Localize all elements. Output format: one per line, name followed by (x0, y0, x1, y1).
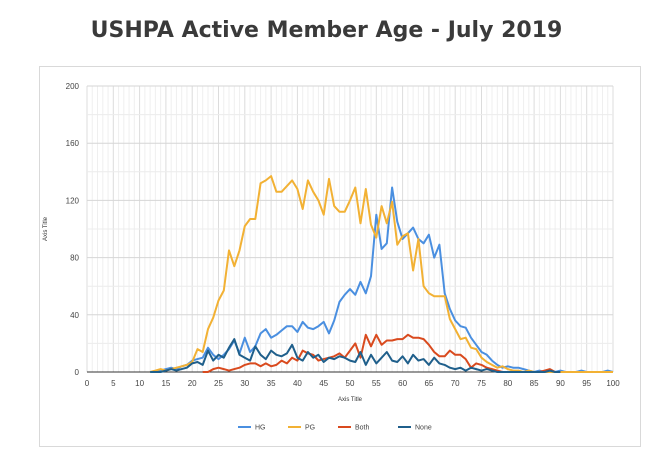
gridlines (86, 85, 614, 373)
x-tick-label: 40 (293, 379, 302, 388)
legend-label: HG (255, 425, 266, 432)
legend-label: PG (305, 425, 315, 432)
y-tick-label: 80 (70, 254, 79, 263)
series-line-none (150, 338, 561, 373)
legend-item-hg[interactable]: HG (238, 425, 266, 432)
x-tick-label: 25 (214, 379, 223, 388)
axes: 0 40 80 120 160 200 0 5 10 15 20 25 30 35 40 45 50 55 60 65… (66, 82, 621, 388)
legend-label: None (415, 425, 432, 432)
chart-container: 0 40 80 120 160 200 0 5 10 15 20 25 30 35 40 45 50 55 60 65… (39, 66, 641, 447)
y-tick-label: 200 (66, 82, 80, 91)
x-tick-label: 60 (398, 379, 407, 388)
legend-item-both[interactable]: Both (338, 425, 370, 432)
x-tick-label: 10 (135, 379, 144, 388)
x-tick-label: 0 (85, 379, 90, 388)
x-tick-label: 65 (424, 379, 433, 388)
y-tick-label: 40 (70, 311, 79, 320)
legend-item-pg[interactable]: PG (288, 425, 315, 432)
x-tick-label: 95 (582, 379, 591, 388)
x-tick-label: 35 (267, 379, 276, 388)
x-axis-title: Axis Title (338, 397, 363, 403)
y-tick-label: 120 (66, 196, 80, 205)
x-tick-label: 100 (606, 379, 620, 388)
legend-item-none[interactable]: None (398, 425, 432, 432)
x-tick-label: 45 (319, 379, 328, 388)
page-title: USHPA Active Member Age - July 2019 (90, 18, 563, 43)
x-tick-label: 80 (503, 379, 512, 388)
x-tick-label: 55 (372, 379, 381, 388)
x-tick-label: 5 (111, 379, 116, 388)
x-tick-label: 15 (161, 379, 170, 388)
legend-label: Both (355, 425, 370, 432)
x-tick-label: 30 (240, 379, 249, 388)
x-tick-label: 75 (477, 379, 486, 388)
x-tick-label: 90 (556, 379, 565, 388)
x-tick-label: 85 (530, 379, 539, 388)
y-axis-title: Axis Title (43, 216, 49, 241)
series-lines (149, 175, 614, 373)
y-tick-label: 160 (66, 139, 80, 148)
x-tick-label: 20 (188, 379, 197, 388)
x-tick-label: 70 (451, 379, 460, 388)
legend[interactable]: HG PG Both None (238, 425, 432, 432)
line-chart: 0 40 80 120 160 200 0 5 10 15 20 25 30 35 40 45 50 55 60 65… (43, 82, 621, 432)
y-tick-label: 0 (75, 368, 80, 377)
x-tick-label: 50 (346, 379, 355, 388)
